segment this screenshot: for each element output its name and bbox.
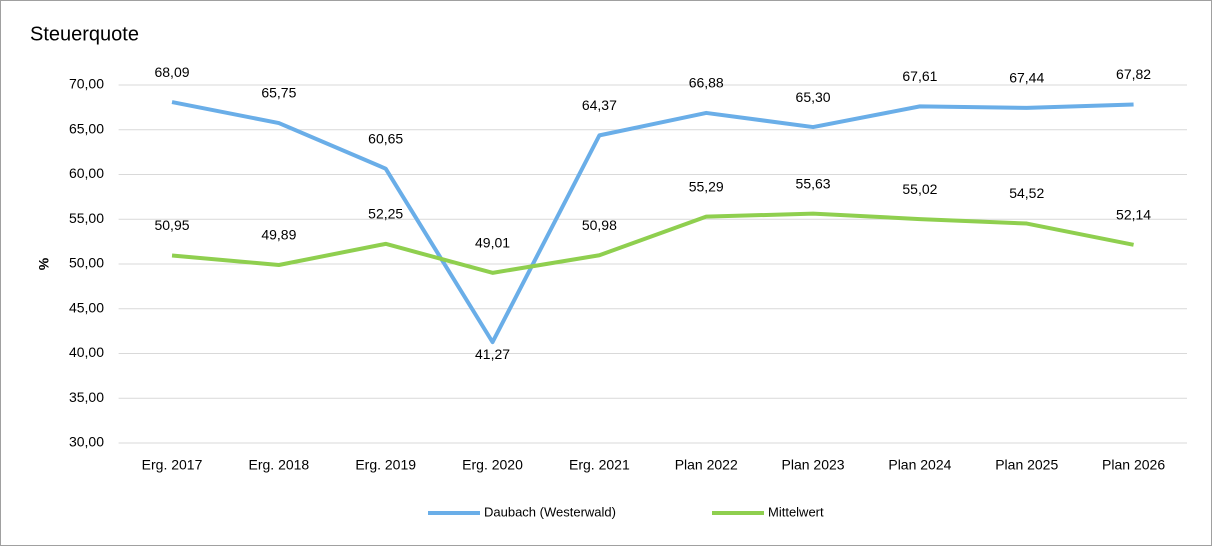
data-label: 66,88 xyxy=(689,75,724,91)
data-label: 41,27 xyxy=(475,346,510,362)
data-label: 50,95 xyxy=(154,217,189,233)
data-label: 49,89 xyxy=(261,227,296,243)
data-label: 65,75 xyxy=(261,85,296,101)
y-tick-label: 35,00 xyxy=(69,389,104,405)
y-axis-label: % xyxy=(36,257,52,270)
x-tick-label: Erg. 2020 xyxy=(462,457,523,473)
x-tick-label: Plan 2025 xyxy=(995,457,1058,473)
x-tick-label: Plan 2026 xyxy=(1102,457,1165,473)
x-tick-label: Erg. 2021 xyxy=(569,457,630,473)
y-tick-label: 45,00 xyxy=(69,299,104,315)
data-label: 68,09 xyxy=(154,64,189,80)
chart-title: Steuerquote xyxy=(30,23,139,45)
data-label: 55,63 xyxy=(796,175,831,191)
data-label: 67,61 xyxy=(902,68,937,84)
x-tick-label: Plan 2023 xyxy=(782,457,845,473)
y-tick-label: 50,00 xyxy=(69,255,104,271)
legend-label: Daubach (Westerwald) xyxy=(484,504,616,519)
y-tick-label: 60,00 xyxy=(69,165,104,181)
x-tick-label: Erg. 2019 xyxy=(355,457,416,473)
legend-label: Mittelwert xyxy=(768,504,824,519)
data-label: 67,82 xyxy=(1116,66,1151,82)
data-line xyxy=(171,211,1134,275)
y-tick-label: 40,00 xyxy=(69,344,104,360)
x-tick-label: Erg. 2018 xyxy=(249,457,310,473)
data-label: 55,02 xyxy=(902,181,937,197)
data-label: 52,25 xyxy=(368,206,403,222)
data-label: 50,98 xyxy=(582,217,617,233)
data-label: 67,44 xyxy=(1009,70,1044,86)
data-label: 60,65 xyxy=(368,130,403,146)
x-tick-label: Erg. 2017 xyxy=(142,457,203,473)
data-label: 65,30 xyxy=(796,89,831,105)
data-label: 49,01 xyxy=(475,235,510,251)
x-tick-label: Plan 2024 xyxy=(888,457,951,473)
data-label: 55,29 xyxy=(689,178,724,194)
data-label: 64,37 xyxy=(582,97,617,113)
y-tick-label: 65,00 xyxy=(69,120,104,136)
x-tick-label: Plan 2022 xyxy=(675,457,738,473)
y-tick-label: 55,00 xyxy=(69,210,104,226)
data-label: 54,52 xyxy=(1009,185,1044,201)
y-tick-label: 30,00 xyxy=(69,434,104,450)
y-tick-label: 70,00 xyxy=(69,76,104,92)
data-line xyxy=(171,100,1134,345)
data-label: 52,14 xyxy=(1116,207,1151,223)
